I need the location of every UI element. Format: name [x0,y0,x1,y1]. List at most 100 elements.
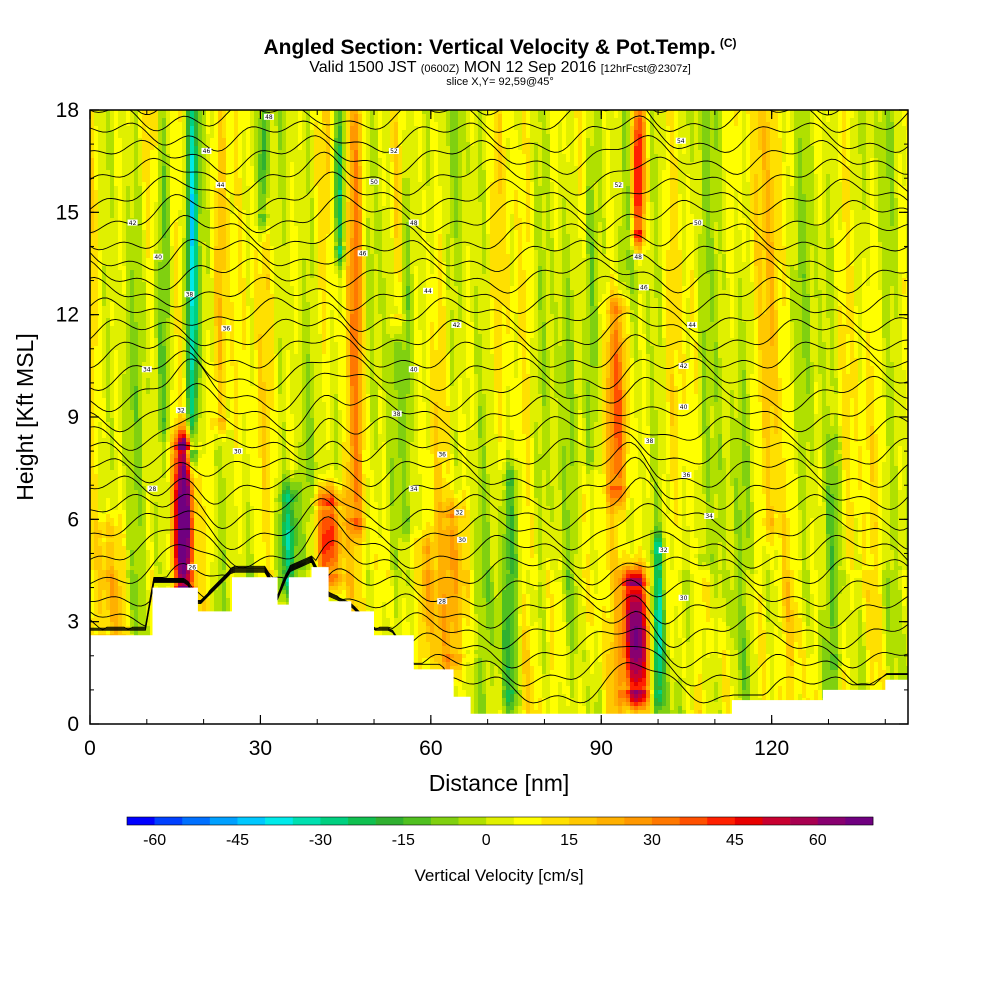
velocity-cell [158,470,163,475]
velocity-cell [142,166,147,171]
velocity-cell [134,542,139,547]
velocity-cell [110,414,115,419]
velocity-cell [150,502,155,507]
velocity-cell [186,226,191,231]
velocity-cell [206,158,211,163]
velocity-cell [134,282,139,287]
velocity-cell [110,502,115,507]
velocity-cell [138,250,143,255]
velocity-cell [158,218,163,223]
velocity-cell [106,182,111,187]
velocity-cell [146,482,151,487]
velocity-cell [118,178,123,183]
velocity-cell [114,282,119,287]
velocity-cell [110,506,115,511]
velocity-cell [134,514,139,519]
velocity-cell [218,322,223,327]
velocity-cell [158,222,163,227]
velocity-cell [170,302,175,307]
velocity-cell [114,430,119,435]
velocity-cell [186,482,191,487]
velocity-cell [102,406,107,411]
velocity-cell [150,546,155,551]
velocity-cell [158,246,163,251]
velocity-cell [150,342,155,347]
velocity-cell [158,402,163,407]
velocity-cell [130,522,135,527]
velocity-cell [178,218,183,223]
velocity-cell [114,442,119,447]
velocity-cell [130,454,135,459]
velocity-cell [158,362,163,367]
velocity-cell [118,322,123,327]
velocity-cell [110,354,115,359]
velocity-cell [158,270,163,275]
velocity-cell [166,370,171,375]
velocity-cell [210,294,215,299]
velocity-cell [154,402,159,407]
velocity-cell [198,178,203,183]
velocity-cell [110,430,115,435]
velocity-cell [182,274,187,279]
velocity-cell [206,306,211,311]
velocity-cell [174,386,179,391]
velocity-cell [166,502,171,507]
velocity-cell [198,422,203,427]
velocity-cell [186,130,191,135]
velocity-cell [138,290,143,295]
velocity-cell [126,414,131,419]
velocity-cell [114,490,119,495]
velocity-cell [138,546,143,551]
velocity-cell [142,326,147,331]
velocity-cell [146,426,151,431]
velocity-cell [218,242,223,247]
velocity-cell [130,430,135,435]
velocity-cell [90,154,95,159]
velocity-cell [138,450,143,455]
velocity-cell [178,558,183,563]
velocity-cell [178,118,183,123]
velocity-cell [190,342,195,347]
velocity-cell [118,470,123,475]
velocity-cell [126,586,131,591]
velocity-cell [154,130,159,135]
velocity-cell [170,150,175,155]
velocity-cell [206,598,211,603]
velocity-cell [118,302,123,307]
velocity-cell [206,318,211,323]
velocity-cell [138,134,143,139]
velocity-cell [170,130,175,135]
velocity-cell [102,118,107,123]
velocity-cell [162,134,167,139]
velocity-cell [202,538,207,543]
velocity-cell [202,182,207,187]
velocity-cell [102,466,107,471]
velocity-cell [158,566,163,571]
velocity-cell [106,494,111,499]
velocity-cell [138,622,143,627]
velocity-cell [154,258,159,263]
velocity-cell [102,506,107,511]
velocity-cell [186,126,191,131]
velocity-cell [170,398,175,403]
velocity-cell [202,454,207,459]
velocity-cell [126,482,131,487]
velocity-cell [186,330,191,335]
velocity-cell [146,382,151,387]
velocity-cell [150,246,155,251]
velocity-cell [106,446,111,451]
velocity-cell [158,138,163,143]
velocity-cell [102,418,107,423]
velocity-cell [170,406,175,411]
velocity-cell [102,562,107,567]
velocity-cell [206,434,211,439]
velocity-cell [114,182,119,187]
velocity-cell [110,446,115,451]
velocity-cell [154,426,159,431]
velocity-cell [146,474,151,479]
velocity-cell [214,382,219,387]
velocity-cell [142,530,147,535]
velocity-cell [182,250,187,255]
velocity-cell [206,274,211,279]
velocity-cell [130,186,135,191]
